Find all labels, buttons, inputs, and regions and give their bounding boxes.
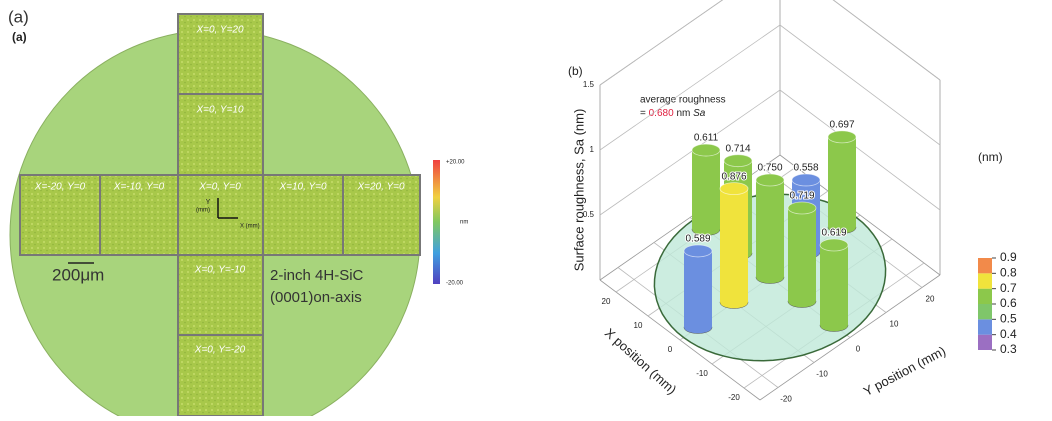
tile-label: X=0, Y=0: [198, 182, 241, 193]
cylinder-top: [720, 183, 748, 195]
annotation-prefix: =: [640, 108, 646, 119]
cylinder-top: [756, 174, 784, 186]
tile-label: X=0, Y=20: [195, 25, 244, 36]
annotation: average roughness: [640, 95, 726, 106]
x-axis-title: X position (mm): [602, 325, 680, 397]
cylinder-top: [792, 174, 820, 186]
colorbar-min: -20.00: [446, 281, 464, 287]
y-tick-label: 10: [890, 320, 899, 329]
cylinder-top: [692, 144, 720, 156]
cylinder-body: [788, 208, 816, 301]
cylinder-body: [692, 150, 720, 229]
value-label: 0.558: [793, 163, 818, 174]
y-tick-label: -10: [816, 370, 828, 379]
grid-line: [780, 25, 940, 145]
x-tick-label: 10: [634, 321, 643, 330]
axis-x-label: X (mm): [240, 224, 260, 230]
z-tick-label: 1.5: [583, 80, 595, 89]
tile-label: X=0, Y=-10: [194, 265, 246, 276]
panel-label: (a): [8, 7, 29, 26]
tile-label: X=20, Y=0: [356, 182, 405, 193]
colorbar-unit: nm: [460, 220, 468, 226]
tile-label: X=0, Y=10: [195, 105, 244, 116]
cylinder: [820, 239, 848, 331]
colorbar-tick-label: 0.4: [1000, 327, 1017, 341]
grid-line: [600, 25, 780, 150]
cylinder: [756, 174, 784, 284]
panel-a: X=0, Y=20 X=0, Y=10 X=-20, Y=0 X=-10, Y=…: [8, 7, 468, 416]
colorbar-band: [978, 304, 992, 319]
panel-label: (b): [568, 64, 583, 78]
value-label: 0.750: [757, 163, 782, 174]
colorbar-band: [978, 273, 992, 288]
tile-label: X=0, Y=-20: [194, 345, 246, 356]
value-label: 0.876: [721, 171, 746, 182]
tile-label: X=-10, Y=0: [113, 182, 165, 193]
cylinder: [692, 144, 720, 235]
colorbar-tick-label: 0.7: [1000, 281, 1017, 295]
x-tick-label: 20: [602, 297, 611, 306]
value-label: 0.714: [725, 143, 750, 154]
cylinder: [828, 131, 856, 234]
x-tick-label: -20: [728, 393, 740, 402]
page: {"panel_a": {"label_large": "(a)", "labe…: [0, 0, 1052, 416]
value-label: 0.611: [694, 133, 719, 144]
cylinder-top: [828, 131, 856, 143]
colorbar-tick-label: 0.3: [1000, 342, 1017, 356]
colorbar-tick-label: 0.6: [1000, 296, 1017, 310]
sample-label: 2-inch 4H-SiC: [270, 267, 364, 284]
y-tick-label: 20: [926, 295, 935, 304]
cylinder: [720, 183, 748, 309]
colorbar-tick-label: 0.8: [1000, 266, 1017, 280]
cylinder-body: [820, 245, 848, 325]
x-tick-label: 0: [668, 345, 673, 354]
annotation-unit: nm: [676, 108, 690, 119]
z-axis-title: Surface roughness, Sa (nm): [571, 109, 586, 272]
scale-bar-label: 200μm: [52, 265, 104, 284]
cylinder-top: [684, 245, 712, 257]
y-tick-label: -20: [780, 395, 792, 404]
tile-label: X=10, Y=0: [278, 182, 327, 193]
figure: X=0, Y=20 X=0, Y=10 X=-20, Y=0 X=-10, Y=…: [0, 0, 1052, 416]
cylinder-top: [820, 239, 848, 251]
z-tick-label: 1: [590, 145, 595, 154]
grid-line: [600, 0, 780, 85]
colorbar-band: [978, 289, 992, 304]
annotation-symbol: Sa: [693, 108, 706, 119]
axis-y-unit: (mm): [196, 208, 210, 214]
colorbar: [433, 160, 440, 284]
sample-label: (0001)on-axis: [270, 289, 362, 306]
cylinder-body: [828, 137, 856, 228]
colorbar-tick-label: 0.9: [1000, 250, 1017, 264]
axis-y-label: Y: [206, 199, 211, 206]
cylinder: [788, 202, 816, 307]
cylinder-body: [756, 180, 784, 278]
colorbar-title: (nm): [978, 150, 1003, 164]
x-tick-label: -10: [696, 369, 708, 378]
colorbar-band: [978, 335, 992, 350]
colorbar-max: +20.00: [446, 160, 465, 166]
box-edge: [600, 0, 780, 85]
cylinder-top: [788, 202, 816, 214]
cylinder-body: [684, 251, 712, 328]
colorbar-tick-label: 0.5: [1000, 312, 1017, 326]
y-axis-title: Y position (mm): [861, 343, 948, 399]
box-edge: [780, 0, 940, 80]
value-label: 0.697: [829, 120, 854, 131]
y-tick-label: 0: [856, 345, 861, 354]
cylinder-body: [720, 189, 748, 303]
grid-line: [780, 0, 940, 80]
annotation: = 0.680 nm Sa: [640, 108, 706, 119]
panel-label: (a): [12, 30, 27, 44]
cylinder: [684, 245, 712, 334]
cylinder-top: [724, 155, 752, 167]
tile-label: X=-20, Y=0: [34, 182, 86, 193]
colorbar-band: [978, 319, 992, 334]
value-label: 0.719: [789, 191, 814, 202]
value-label: 0.589: [685, 234, 710, 245]
z-tick-label: 0.5: [583, 210, 595, 219]
value-label: 0.619: [821, 228, 846, 239]
colorbar-band: [978, 258, 992, 273]
